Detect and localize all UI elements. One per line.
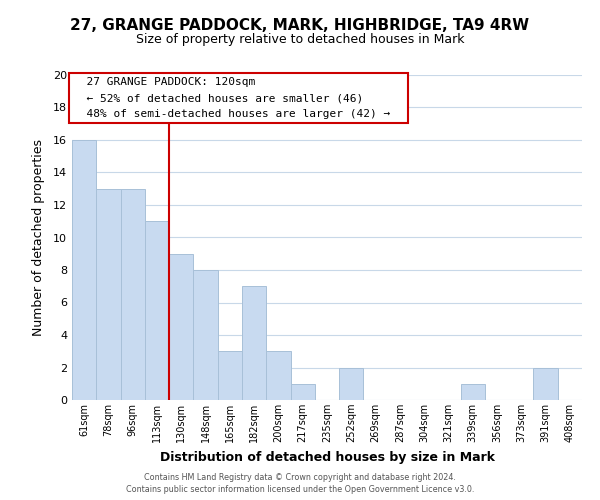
Bar — [72, 140, 96, 400]
X-axis label: Distribution of detached houses by size in Mark: Distribution of detached houses by size … — [160, 450, 494, 464]
Bar — [290, 384, 315, 400]
Bar — [169, 254, 193, 400]
Bar — [121, 188, 145, 400]
Bar — [193, 270, 218, 400]
Bar — [242, 286, 266, 400]
Bar — [218, 351, 242, 400]
Text: Size of property relative to detached houses in Mark: Size of property relative to detached ho… — [136, 32, 464, 46]
Bar — [533, 368, 558, 400]
Bar — [339, 368, 364, 400]
Bar — [266, 351, 290, 400]
Bar — [145, 221, 169, 400]
Bar — [96, 188, 121, 400]
Bar — [461, 384, 485, 400]
Text: Contains HM Land Registry data © Crown copyright and database right 2024.
Contai: Contains HM Land Registry data © Crown c… — [126, 472, 474, 494]
Text: 27, GRANGE PADDOCK, MARK, HIGHBRIDGE, TA9 4RW: 27, GRANGE PADDOCK, MARK, HIGHBRIDGE, TA… — [70, 18, 530, 32]
Y-axis label: Number of detached properties: Number of detached properties — [32, 139, 44, 336]
Text: 27 GRANGE PADDOCK: 120sqm
  ← 52% of detached houses are smaller (46)
  48% of s: 27 GRANGE PADDOCK: 120sqm ← 52% of detac… — [73, 78, 404, 118]
